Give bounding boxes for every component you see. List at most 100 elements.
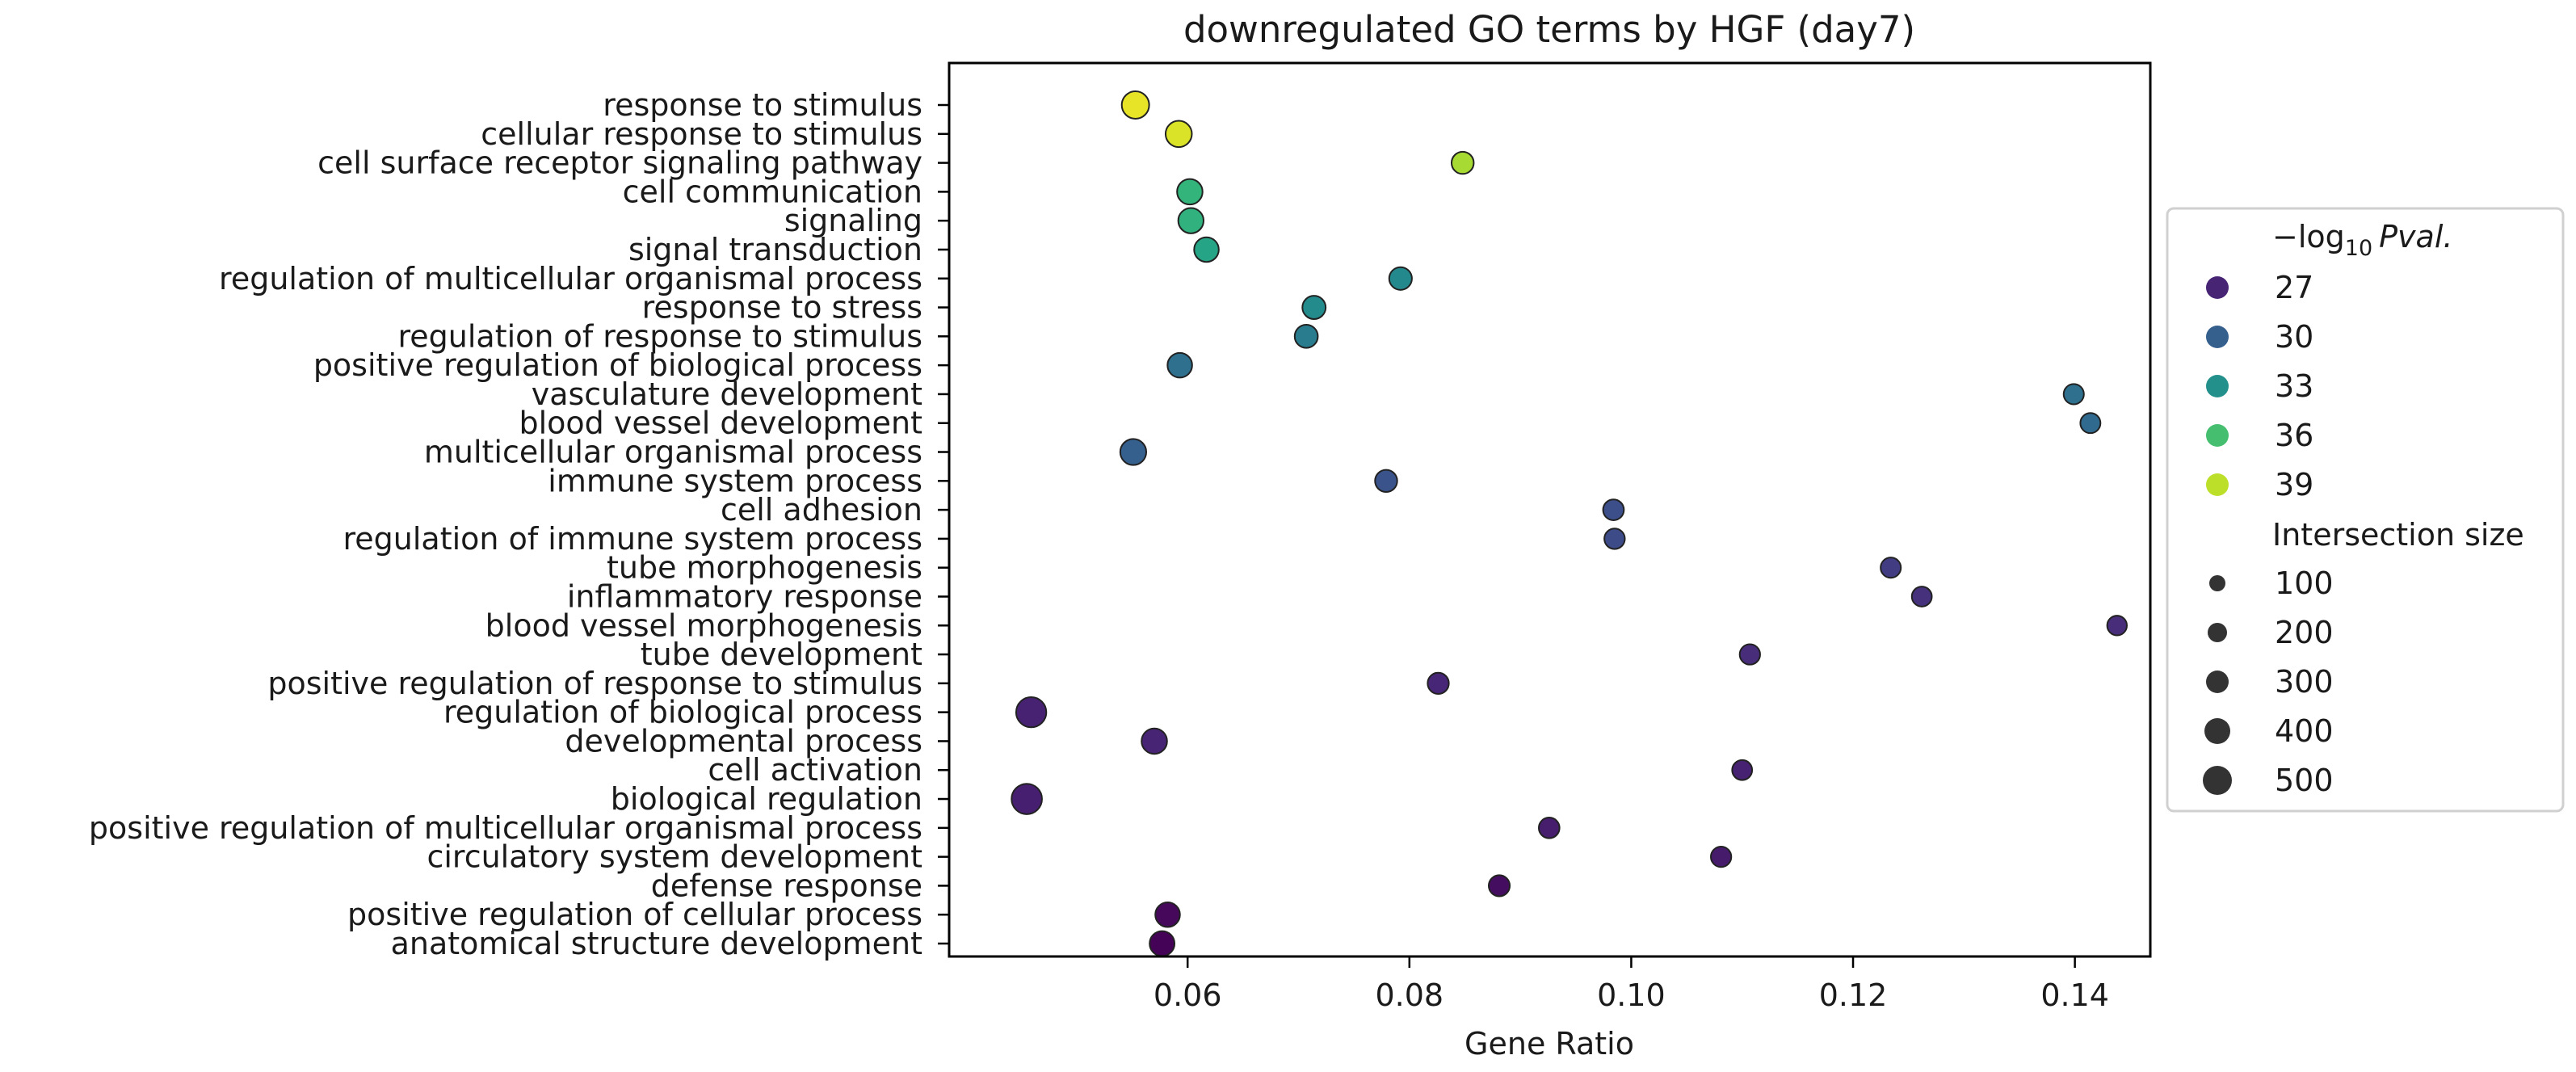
data-points [1011, 90, 2128, 957]
x-axis-ticks [1186, 956, 2076, 968]
legend-color-title: −log10 Pval. [2272, 219, 2452, 261]
data-point [1602, 498, 1625, 521]
data-point [1119, 438, 1148, 466]
data-point [1450, 150, 1475, 175]
legend-size-label: 400 [2275, 713, 2334, 749]
y-tick-label: response to stress [642, 290, 922, 326]
data-point [1487, 874, 1511, 898]
data-point [1388, 266, 1413, 291]
data-point [1738, 643, 1761, 666]
legend-size-entries: 100 200 300 400 500 [2203, 565, 2334, 798]
legend-size-label: 500 [2275, 763, 2334, 798]
data-point [1731, 759, 1754, 781]
x-tick-label: 0.12 [1819, 977, 1888, 1013]
x-axis-tick-labels: 0.06 0.08 0.10 0.12 0.14 [1154, 977, 2109, 1013]
data-point [1141, 727, 1168, 755]
legend-color-label: 39 [2275, 467, 2313, 502]
y-tick-label: cellular response to stimulus [481, 116, 922, 152]
y-tick-label: positive regulation of response to stimu… [267, 666, 922, 701]
y-tick-label: inflammatory response [567, 578, 922, 614]
plot-frame [948, 61, 2152, 958]
y-tick-label: response to stimulus [603, 87, 922, 123]
legend-color-label: 36 [2275, 418, 2313, 453]
y-tick-label: tube development [641, 637, 922, 672]
legend-color-entries: 27 30 33 36 39 [2206, 270, 2313, 502]
y-tick-label: blood vessel development [519, 406, 922, 441]
data-point [2079, 412, 2102, 435]
legend-color-label: 33 [2275, 368, 2313, 404]
y-tick-label: circulatory system development [427, 839, 922, 875]
y-tick-label: developmental process [565, 723, 922, 759]
y-tick-label: signaling [784, 203, 922, 238]
data-point [1154, 901, 1181, 928]
y-tick-label: immune system process [548, 463, 922, 498]
data-point [1293, 324, 1319, 349]
legend-color-title-subscript: 10 [2345, 236, 2372, 261]
data-point [1015, 696, 1048, 729]
y-tick-label: cell surface receptor signaling pathway [317, 145, 922, 181]
legend-color-title-log: −log [2272, 219, 2345, 254]
y-tick-label: biological regulation [611, 781, 922, 817]
data-point [2062, 383, 2085, 406]
data-point [1301, 295, 1327, 320]
legend-color-swatch [2206, 424, 2229, 447]
y-tick-label: defense response [651, 868, 922, 903]
y-tick-label: cell communication [623, 174, 922, 209]
data-point [1710, 846, 1733, 868]
legend-size-swatch [2208, 623, 2227, 642]
y-tick-label: positive regulation of biological proces… [313, 347, 922, 383]
data-point [1538, 817, 1561, 839]
data-point [1427, 671, 1450, 695]
y-tick-label: cell adhesion [721, 492, 922, 528]
y-tick-label: regulation of immune system process [343, 521, 923, 557]
data-point [2106, 615, 2128, 637]
y-tick-label: regulation of response to stimulus [398, 318, 923, 354]
y-axis-ticks [938, 103, 949, 945]
chart-title: downregulated GO terms by HGF (day7) [1183, 8, 1915, 51]
y-tick-label: signal transduction [628, 232, 922, 267]
legend-frame [2166, 207, 2565, 813]
y-tick-label: regulation of biological process [443, 695, 922, 730]
y-tick-label: multicellular organismal process [424, 435, 922, 470]
legend-color-swatch [2206, 375, 2229, 397]
x-axis-label: Gene Ratio [1464, 1026, 1634, 1061]
data-point [1374, 469, 1398, 494]
legend-color-label: 27 [2275, 270, 2313, 305]
data-point [1164, 120, 1193, 149]
legend-size-swatch [2209, 575, 2225, 591]
x-tick-label: 0.08 [1376, 977, 1444, 1013]
data-point [1176, 178, 1204, 206]
y-tick-label: positive regulation of multicellular org… [89, 810, 922, 846]
y-tick-label: blood vessel morphogenesis [485, 607, 922, 643]
data-point [1193, 236, 1220, 263]
data-point [1177, 207, 1204, 234]
x-tick-label: 0.06 [1154, 977, 1222, 1013]
x-tick-label: 0.10 [1597, 977, 1666, 1013]
data-point [1011, 783, 1043, 815]
legend-color-swatch [2206, 276, 2229, 299]
y-tick-label: positive regulation of cellular process [347, 897, 922, 932]
legend-size-label: 300 [2275, 664, 2334, 700]
data-point [1603, 528, 1626, 550]
y-tick-label: vasculature development [532, 376, 922, 412]
legend-color-swatch [2206, 326, 2229, 348]
legend-size-label: 100 [2275, 565, 2334, 601]
legend: −log10 Pval. 27 30 33 36 39 Intersection size… [2166, 207, 2565, 813]
y-tick-label: anatomical structure development [391, 926, 922, 961]
data-point [1120, 90, 1150, 120]
legend-size-label: 200 [2275, 615, 2334, 650]
data-point [1149, 930, 1176, 957]
y-tick-label: tube morphogenesis [607, 550, 922, 586]
legend-color-label: 30 [2275, 319, 2313, 355]
data-point [1166, 351, 1193, 379]
y-tick-label: regulation of multicellular organismal p… [219, 261, 922, 296]
legend-color-swatch [2206, 473, 2229, 496]
legend-size-swatch [2206, 671, 2229, 693]
y-tick-label: cell activation [708, 752, 922, 788]
data-point [1910, 586, 1933, 607]
legend-size-swatch [2204, 718, 2230, 744]
legend-color-title-pval: Pval. [2379, 219, 2452, 254]
